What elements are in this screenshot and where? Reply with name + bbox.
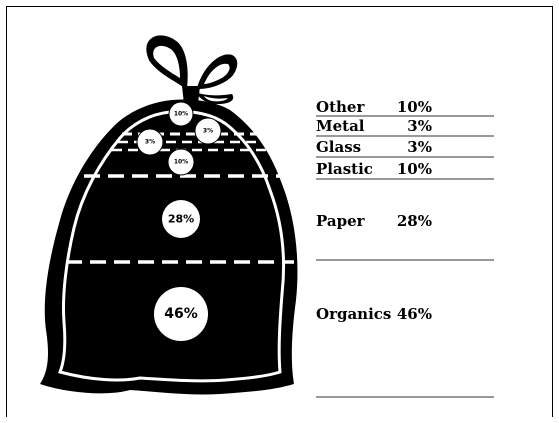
bubble-label-glass: 3% xyxy=(203,128,213,135)
legend-category-other: Other xyxy=(316,98,365,116)
bubble-label-paper: 28% xyxy=(168,213,194,226)
legend-value-metal: 3% xyxy=(407,117,432,135)
bubble-label-other: 10% xyxy=(174,111,188,118)
bag-tie xyxy=(146,35,238,104)
bubble-paper: 28% xyxy=(162,200,200,238)
bubble-plastic: 10% xyxy=(167,148,195,176)
legend-value-glass: 3% xyxy=(407,138,432,156)
legend-category-plastic: Plastic xyxy=(316,160,373,178)
legend-category-paper: Paper xyxy=(316,212,366,230)
legend-value-other: 10% xyxy=(397,98,432,116)
bubble-organics: 46% xyxy=(154,287,208,341)
bubble-metal: 3% xyxy=(136,128,164,156)
legend-value-plastic: 10% xyxy=(397,160,432,178)
legend-value-paper: 28% xyxy=(397,212,432,230)
bubble-glass: 3% xyxy=(194,117,222,145)
bag-body xyxy=(40,99,298,395)
legend-category-metal: Metal xyxy=(316,117,365,135)
figure-frame xyxy=(6,6,553,417)
bubble-label-plastic: 10% xyxy=(174,159,188,166)
bubble-other: 10% xyxy=(168,101,194,127)
legend-category-organics: Organics xyxy=(316,305,391,323)
bubble-label-organics: 46% xyxy=(164,306,198,322)
legend: Other 10% Metal 3% Glass 3% Plastic 10% … xyxy=(316,98,494,398)
legend-category-glass: Glass xyxy=(316,138,361,156)
bubble-label-metal: 3% xyxy=(145,139,155,146)
legend-value-organics: 46% xyxy=(397,305,432,323)
